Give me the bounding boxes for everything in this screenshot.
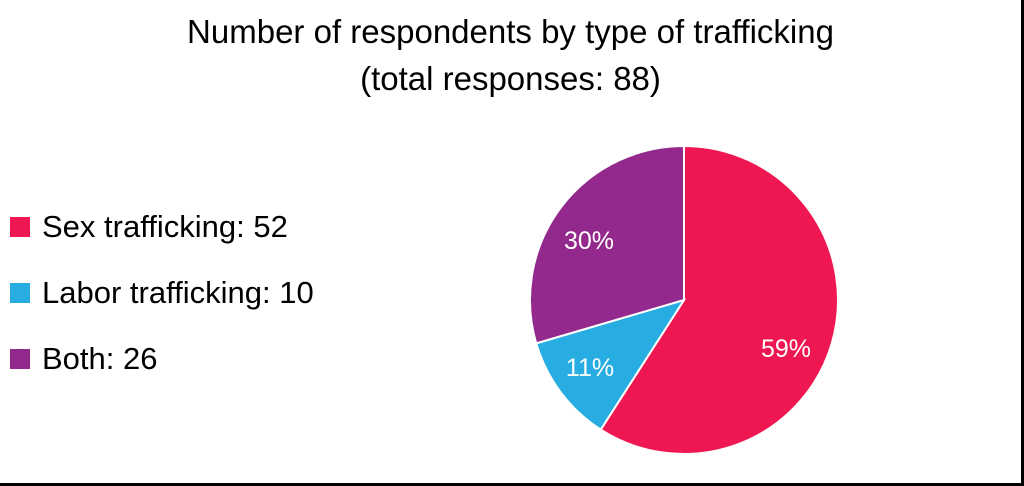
legend-label: Both: 26 — [42, 341, 158, 376]
legend-swatch-both — [10, 349, 30, 369]
legend-swatch-labor-trafficking — [10, 283, 30, 303]
chart-title: Number of respondents by type of traffic… — [0, 8, 1021, 102]
legend-swatch-sex-trafficking — [10, 217, 30, 237]
chart-title-line1: Number of respondents by type of traffic… — [187, 13, 834, 50]
chart-legend: Sex trafficking: 52 Labor trafficking: 1… — [10, 194, 314, 392]
pie-slice-sex-trafficking — [599, 144, 839, 455]
pie-slice-both — [529, 144, 685, 345]
legend-item-both: Both: 26 — [10, 326, 314, 392]
slice-label-sex-trafficking: 59% — [761, 335, 811, 363]
legend-item-labor-trafficking: Labor trafficking: 10 — [10, 260, 314, 326]
legend-label: Sex trafficking: 52 — [42, 209, 288, 244]
pie-slices — [529, 144, 839, 455]
legend-label: Labor trafficking: 10 — [42, 275, 314, 310]
slice-label-labor-trafficking: 11% — [566, 354, 614, 382]
chart-subtitle: (total responses: 88) — [360, 60, 661, 97]
slice-label-both: 30% — [564, 227, 614, 255]
pie-slice-labor-trafficking — [534, 298, 687, 431]
legend-item-sex-trafficking: Sex trafficking: 52 — [10, 194, 314, 260]
